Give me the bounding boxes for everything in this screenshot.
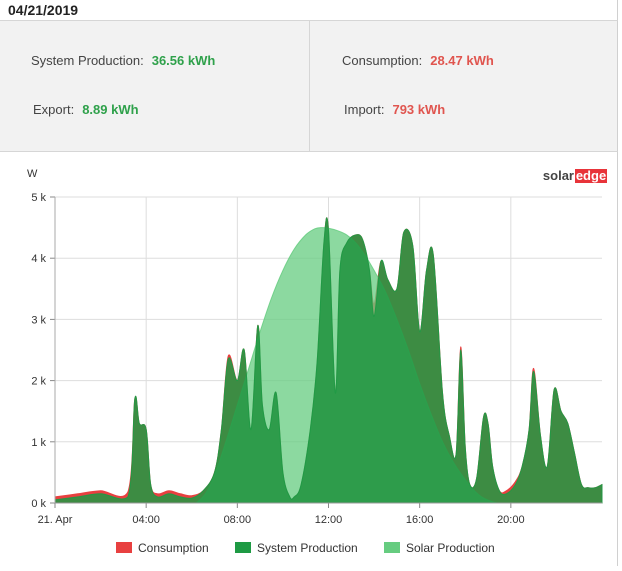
- logo-badge: [575, 169, 607, 183]
- summary-divider: [309, 21, 310, 152]
- consumption-label: Consumption:: [342, 53, 423, 68]
- y-tick-label: 3 k: [31, 314, 46, 326]
- y-tick-label: 0 k: [31, 498, 46, 510]
- export-metric: Export: 8.89 kWh: [33, 102, 139, 117]
- legend: Consumption System Production Solar Produc…: [116, 541, 495, 555]
- legend-label-system-production[interactable]: System Production: [257, 541, 358, 555]
- y-tick-label: 4 k: [31, 253, 46, 265]
- summary-panel: System Production: 36.56 kWh Export: 8.89 …: [0, 20, 618, 152]
- x-tick-label: 08:00: [224, 514, 252, 526]
- consumption-metric: Consumption: 28.47 kWh: [342, 53, 494, 68]
- y-axis-unit: W: [27, 168, 38, 180]
- system-production-metric: System Production: 36.56 kWh: [31, 53, 215, 68]
- axes: 0 k 1 k 2 k 3 k 4 k 5 k 21. Apr 04:00 08:00 12:00…: [31, 192, 602, 526]
- date-header: 04/21/2019: [0, 0, 618, 20]
- legend-swatch-system-production: [235, 542, 251, 553]
- x-tick-label: 20:00: [497, 514, 525, 526]
- export-value: 8.89 kWh: [82, 102, 139, 117]
- chart-panel: W solar edge 0 k 1 k 2 k 3 k 4 k 5 k 21. Apr 04…: [0, 152, 618, 566]
- legend-swatch-consumption: [116, 542, 132, 553]
- legend-label-consumption[interactable]: Consumption: [138, 541, 209, 555]
- y-tick-label: 1 k: [31, 437, 46, 449]
- consumption-value: 28.47 kWh: [430, 53, 494, 68]
- x-tick-label: 21. Apr: [38, 514, 73, 526]
- x-tick-label: 16:00: [406, 514, 434, 526]
- import-metric: Import: 793 kWh: [344, 102, 445, 117]
- logo-text-edge: edge: [576, 168, 606, 183]
- solaredge-logo: solar edge: [543, 168, 607, 183]
- y-tick-label: 5 k: [31, 192, 46, 204]
- power-chart: W solar edge 0 k 1 k 2 k 3 k 4 k 5 k 21. Apr 04…: [27, 168, 607, 555]
- legend-label-solar-production[interactable]: Solar Production: [406, 541, 495, 555]
- system-production-value: 36.56 kWh: [151, 53, 216, 68]
- system-production-label: System Production:: [31, 53, 144, 68]
- x-tick-label: 04:00: [132, 514, 160, 526]
- series-layer: [54, 217, 603, 504]
- system-production-area: [54, 217, 603, 504]
- import-value: 793 kWh: [392, 102, 446, 117]
- import-label: Import:: [344, 102, 385, 117]
- y-tick-label: 2 k: [31, 376, 46, 388]
- legend-swatch-solar-production: [384, 542, 400, 553]
- export-label: Export:: [33, 102, 75, 117]
- x-tick-label: 12:00: [315, 514, 343, 526]
- date-label: 04/21/2019: [8, 2, 79, 18]
- logo-text-solar: solar: [543, 168, 574, 183]
